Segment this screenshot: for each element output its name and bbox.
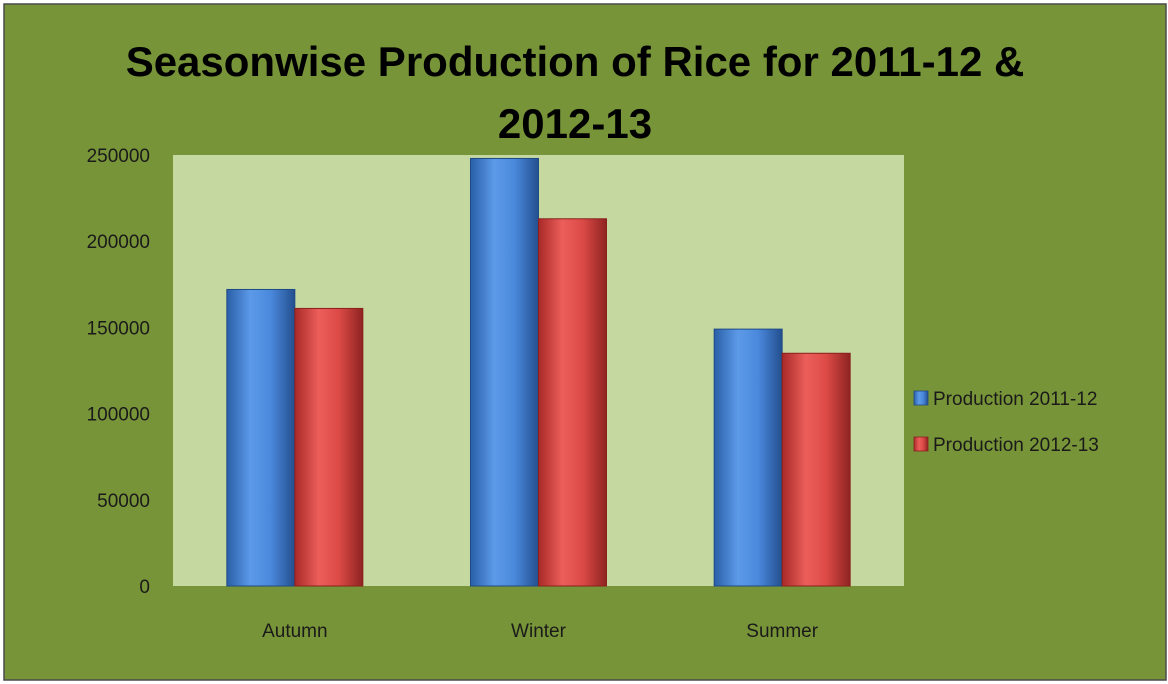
bar-winter-series-1 — [470, 157, 539, 587]
bar-summer-series-1 — [713, 328, 783, 587]
y-tick-label: 250000 — [87, 146, 150, 167]
chart-title-line-2: 2012-13 — [498, 100, 652, 147]
y-tick-label: 150000 — [87, 318, 150, 339]
bar-autumn-series-2 — [294, 307, 364, 587]
bar-autumn-series-1 — [226, 288, 296, 587]
legend-swatch — [913, 390, 929, 406]
y-tick-label: 200000 — [87, 232, 150, 253]
legend-swatch — [913, 436, 929, 452]
bar-summer-series-2 — [781, 352, 851, 587]
x-tick-label: Summer — [746, 621, 818, 642]
x-tick-label: Autumn — [262, 621, 327, 642]
x-axis: Autumn Winter Summer — [262, 621, 819, 642]
bar-winter-series-2 — [538, 218, 607, 587]
legend-label: Production 2012-13 — [933, 435, 1099, 456]
y-axis: 0 50000 100000 150000 200000 250000 — [87, 146, 150, 598]
legend: Production 2011-12 Production 2012-13 — [913, 389, 1099, 456]
y-tick-label: 50000 — [97, 491, 150, 512]
chart-title-line-1: Seasonwise Production of Rice for 2011-1… — [126, 38, 1025, 85]
bars — [226, 157, 851, 587]
y-tick-label: 100000 — [87, 405, 150, 426]
y-tick-label: 0 — [139, 577, 150, 598]
x-tick-label: Winter — [511, 621, 567, 642]
legend-label: Production 2011-12 — [933, 389, 1097, 410]
